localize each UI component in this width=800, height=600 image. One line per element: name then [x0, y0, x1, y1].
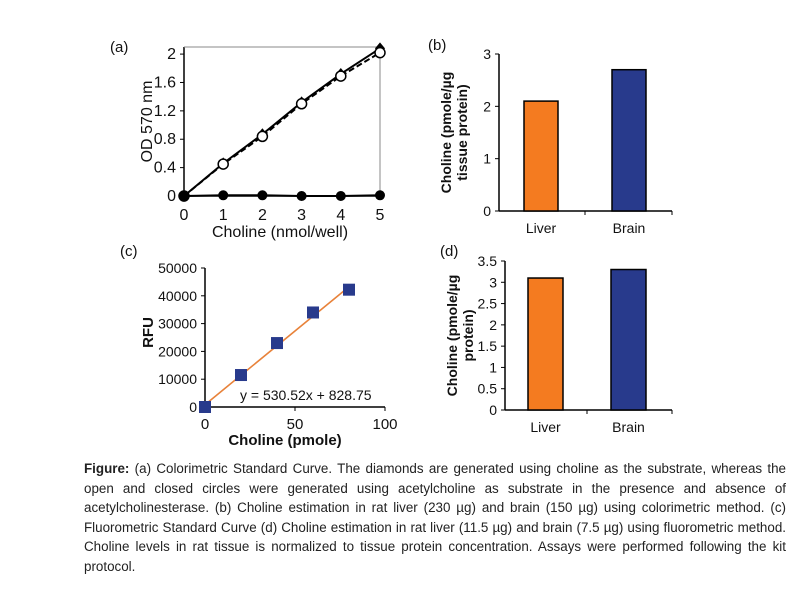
series-line-diamond — [183, 47, 381, 197]
bar-liver — [523, 100, 559, 212]
y-tick-label: 1.6 — [154, 74, 176, 91]
y-axis-label-3: Choline (pmole/µgprotein) — [444, 275, 476, 397]
y-tick-label: 30000 — [158, 316, 197, 332]
data-point-closed-circle — [296, 191, 307, 201]
y-axis-label-2: RFU — [140, 317, 157, 348]
x-tick-label: 0 — [201, 416, 209, 433]
y-tick-label: 40000 — [158, 288, 197, 304]
y-tick-label: 0.8 — [154, 131, 176, 148]
panel-label-0: (a) — [110, 39, 128, 56]
x-category-label: Brain — [613, 220, 646, 236]
y-tick-label: 2 — [483, 98, 491, 114]
x-tick-label: 0 — [180, 207, 189, 224]
bar-liver — [527, 277, 564, 411]
x-tick-label: 4 — [336, 207, 345, 224]
y-tick-label: 50000 — [158, 260, 197, 276]
y-axis-label-line: protein) — [460, 309, 476, 361]
x-category-label: Liver — [530, 419, 561, 435]
series-line-closed-circle — [183, 194, 381, 197]
data-point-open-circle — [256, 130, 269, 143]
y-tick-label: 0.4 — [154, 160, 176, 177]
y-tick-label: 0 — [189, 399, 197, 415]
x-tick-label: 2 — [258, 207, 267, 224]
y-tick-label: 20000 — [158, 343, 197, 359]
y-tick-label: 3 — [483, 46, 491, 62]
data-point-square — [343, 283, 355, 296]
y-tick-label: 0.5 — [478, 381, 498, 397]
data-point-square — [271, 337, 283, 350]
figure-caption: Figure: (a) Colorimetric Standard Curve.… — [84, 459, 786, 577]
panel-label-3: (d) — [440, 243, 458, 260]
panel-label-2: (c) — [120, 243, 138, 260]
panel-label-1: (b) — [428, 37, 446, 54]
data-point-closed-circle — [179, 191, 189, 201]
data-point-closed-circle — [335, 191, 346, 201]
caption-text: (a) Colorimetric Standard Curve. The dia… — [84, 461, 786, 574]
x-tick-label: 3 — [297, 207, 306, 224]
y-axis-label-line: Choline (pmole/µg — [444, 275, 460, 397]
y-tick-label: 0 — [489, 402, 497, 418]
data-point-closed-circle — [375, 190, 385, 201]
x-axis-label-2: Choline (pmole) — [228, 432, 341, 449]
y-tick-label: 3.5 — [478, 253, 498, 269]
data-point-closed-circle — [218, 190, 229, 201]
data-point-closed-circle — [257, 190, 268, 201]
data-point-square — [199, 401, 211, 413]
y-tick-label: 1.5 — [478, 338, 498, 354]
y-axis-label-line: tissue protein) — [454, 84, 470, 180]
data-point-open-circle — [295, 98, 308, 110]
y-tick-label: 10000 — [158, 371, 197, 387]
data-point-open-circle — [217, 158, 229, 170]
data-point-open-circle — [374, 46, 386, 59]
data-point-open-circle — [335, 70, 347, 82]
y-tick-label: 1 — [489, 359, 497, 375]
y-tick-label: 0 — [167, 188, 176, 205]
x-tick-label: 100 — [372, 416, 397, 433]
x-tick-label: 1 — [219, 207, 228, 224]
y-axis-label-line: Choline (pmole/µg — [438, 72, 454, 194]
caption-lead: Figure: — [84, 461, 130, 476]
series-line-open-circle — [183, 51, 381, 197]
data-point-square — [307, 306, 319, 319]
y-tick-label: 0 — [483, 203, 491, 219]
y-tick-label: 2.5 — [478, 296, 498, 312]
trendline-equation: y = 530.52x + 828.75 — [240, 387, 372, 403]
y-tick-label: 2 — [489, 317, 497, 333]
x-category-label: Liver — [526, 220, 557, 236]
y-axis-label-1: Choline (pmole/µgtissue protein) — [438, 72, 470, 194]
y-tick-label: 1.2 — [154, 103, 176, 120]
bar-brain — [611, 68, 647, 212]
y-tick-label: 2 — [167, 46, 176, 63]
bar-brain — [610, 268, 647, 411]
y-tick-label: 3 — [489, 274, 497, 290]
x-tick-label: 5 — [376, 207, 385, 224]
x-tick-label: 50 — [287, 416, 304, 433]
y-axis-label-0: OD 570 nm — [139, 81, 156, 163]
data-point-square — [235, 369, 247, 382]
x-category-label: Brain — [612, 419, 645, 435]
x-axis-label-0: Choline (nmol/well) — [212, 224, 348, 241]
y-tick-label: 1 — [483, 151, 491, 167]
